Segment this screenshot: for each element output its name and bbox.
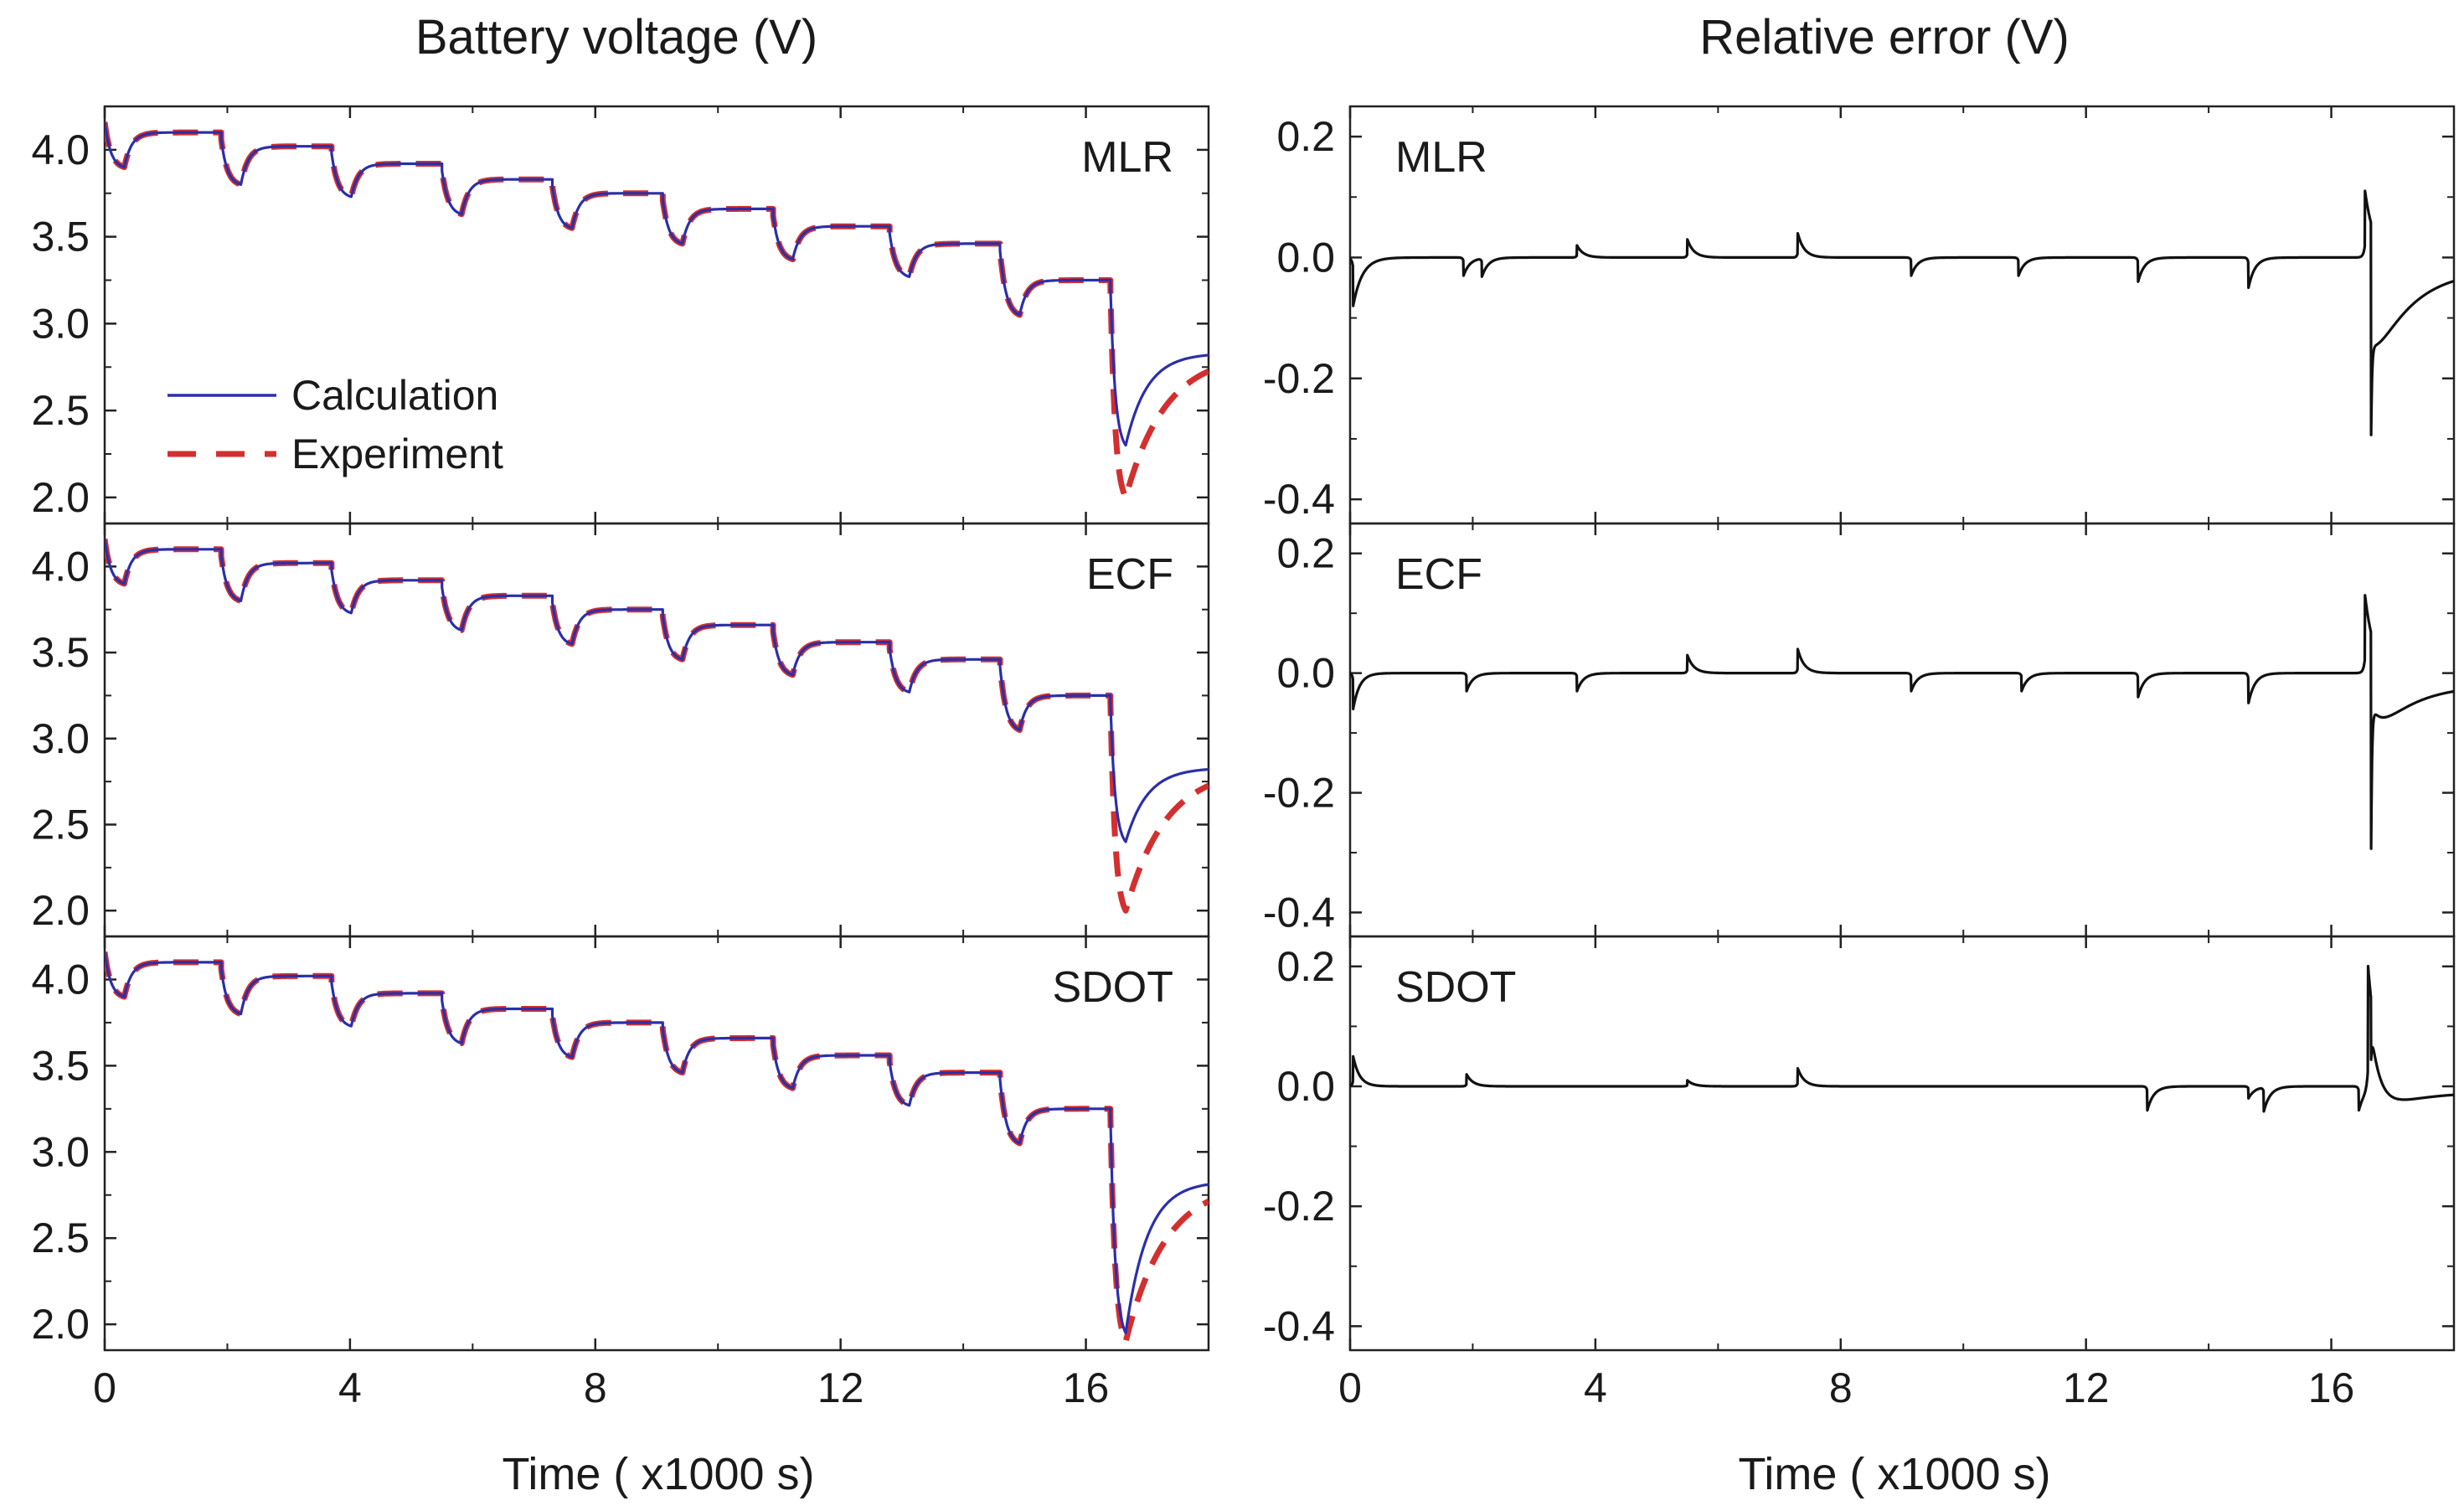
legend-experiment-label: Experiment [291, 431, 503, 477]
y-tick-label: 4.0 [31, 126, 90, 173]
panel-ecf-voltage: 4.0 3.5 3.0 2.5 2.0 ECF [31, 522, 1210, 938]
y-tick-label: -0.4 [1263, 889, 1335, 936]
x-tick-label: 4 [338, 1364, 362, 1411]
panel-frame [103, 935, 1210, 1352]
series-group [105, 539, 1209, 914]
y-tick-label: 2.5 [31, 1214, 90, 1261]
error-line [1350, 964, 2454, 1113]
y-tick-label: 2.5 [31, 387, 90, 434]
y-tick-label: 0.0 [1276, 650, 1335, 697]
y-tick-label: 0.0 [1276, 234, 1335, 281]
panel-frame [1348, 105, 2456, 525]
legend-calculation-label: Calculation [291, 372, 498, 419]
y-tick-label: 3.0 [31, 300, 90, 347]
y-tick-label: 0.0 [1276, 1063, 1335, 1110]
x-tick-label: 16 [1063, 1364, 1110, 1411]
series-group [105, 121, 1209, 501]
experiment-line [105, 951, 1209, 1345]
panel-sdot-voltage: 4.0 3.5 3.0 2.5 2.00 4 8 12 16 SDOT [31, 935, 1210, 1411]
panel-mlr-error: 0.2 0.0 -0.2 -0.4 MLR [1263, 105, 2456, 525]
series-group [1350, 964, 2454, 1113]
x-tick-label: 12 [2063, 1364, 2110, 1411]
x-tick-label: 8 [584, 1364, 607, 1411]
y-tick-label: 3.0 [31, 1128, 90, 1175]
error-line [1350, 594, 2454, 850]
x-tick-label: 16 [2308, 1364, 2355, 1411]
calculation-line [105, 951, 1209, 1334]
calculation-line [105, 539, 1209, 843]
y-tick-label: 2.0 [31, 887, 90, 934]
y-tick-label: -0.2 [1263, 770, 1335, 817]
panel-mlr-voltage: 4.0 3.5 3.0 2.5 2.0 MLR Calculation Experiment [31, 105, 1210, 525]
x-tick-label: 0 [93, 1364, 116, 1411]
right-column-title: Relative error (V) [1699, 10, 2070, 64]
panel-label-sdot: SDOT [1053, 963, 1173, 1012]
panel-sdot-error: 0.2 0.0 -0.2 -0.40 4 8 12 16 SDOT [1263, 935, 2456, 1411]
y-tick-label: -0.4 [1263, 476, 1335, 523]
panel-label-mlr: MLR [1395, 133, 1487, 182]
y-tick-label: 0.2 [1276, 530, 1335, 577]
y-tick-label: 0.2 [1276, 113, 1335, 160]
y-tick-label: 3.5 [31, 629, 90, 676]
y-tick-label: 2.0 [31, 474, 90, 521]
panel-label-ecf: ECF [1395, 550, 1482, 599]
series-group [1350, 189, 2454, 436]
x-tick-label: 4 [1584, 1364, 1607, 1411]
experiment-line [105, 539, 1209, 914]
y-tick-label: 2.5 [31, 801, 90, 848]
left-x-axis-label: Time ( x1000 s) [502, 1449, 814, 1499]
series-group [105, 951, 1209, 1345]
panel-frame [1348, 522, 2456, 938]
plot-area: 4.0 3.5 3.0 2.5 2.0 MLR Calculation Experiment 0… [31, 105, 2456, 1411]
x-tick-label: 8 [1829, 1364, 1853, 1411]
y-tick-label: 3.5 [31, 214, 90, 260]
y-tick-label: 2.0 [31, 1301, 90, 1348]
x-tick-label: 12 [817, 1364, 864, 1411]
calculation-line [105, 121, 1209, 447]
x-axis-labels: Time ( x1000 s) Time ( x1000 s) [502, 1449, 2050, 1499]
right-x-axis-label: Time ( x1000 s) [1738, 1449, 2050, 1499]
y-tick-label: 3.5 [31, 1042, 90, 1089]
panel-label-sdot: SDOT [1395, 963, 1516, 1012]
y-tick-label: 0.2 [1276, 943, 1335, 990]
panel-label-ecf: ECF [1086, 550, 1173, 599]
panel-frame [1348, 935, 2456, 1352]
panel-label-mlr: MLR [1081, 133, 1173, 182]
y-tick-label: -0.2 [1263, 355, 1335, 402]
y-tick-label: -0.4 [1263, 1302, 1335, 1349]
y-tick-label: 4.0 [31, 956, 90, 1003]
x-tick-label: 0 [1338, 1364, 1362, 1411]
panel-frame [103, 522, 1210, 938]
column-titles: Battery voltage (V) Relative error (V) [415, 10, 2070, 64]
experiment-line [105, 121, 1209, 501]
y-tick-label: 4.0 [31, 543, 90, 590]
panel-frame [103, 105, 1210, 525]
left-column-title: Battery voltage (V) [415, 10, 817, 64]
y-tick-label: 3.0 [31, 715, 90, 762]
error-line [1350, 189, 2454, 436]
y-tick-label: -0.2 [1263, 1183, 1335, 1230]
legend: Calculation Experiment [168, 372, 503, 477]
panel-ecf-error: 0.2 0.0 -0.2 -0.4 ECF [1263, 522, 2456, 938]
series-group [1350, 594, 2454, 850]
